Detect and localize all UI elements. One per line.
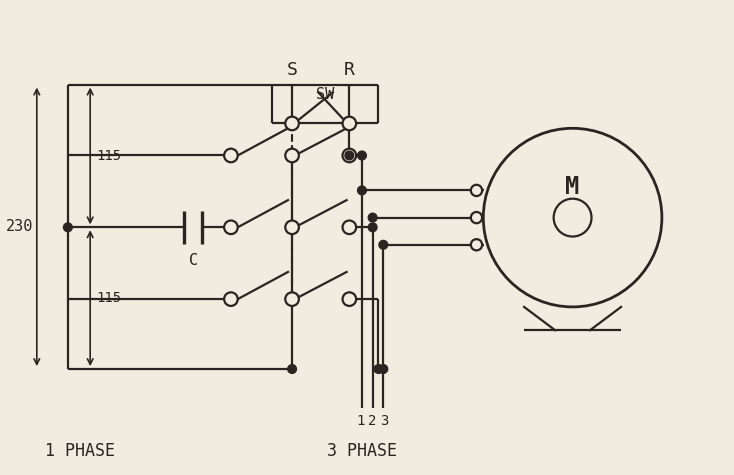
Text: 115: 115 xyxy=(96,149,121,163)
Circle shape xyxy=(553,199,592,237)
Circle shape xyxy=(286,220,299,234)
Circle shape xyxy=(374,365,383,373)
Circle shape xyxy=(379,240,388,249)
Circle shape xyxy=(343,117,356,130)
Circle shape xyxy=(345,151,354,160)
Text: 115: 115 xyxy=(96,291,121,305)
Circle shape xyxy=(286,149,299,162)
Circle shape xyxy=(357,186,366,195)
Circle shape xyxy=(343,220,356,234)
Text: SW: SW xyxy=(316,87,335,102)
Text: 1: 1 xyxy=(357,414,366,428)
Circle shape xyxy=(224,149,238,162)
Circle shape xyxy=(286,117,299,130)
Text: M: M xyxy=(565,174,580,199)
Circle shape xyxy=(471,239,482,250)
Circle shape xyxy=(379,365,388,373)
Circle shape xyxy=(483,128,662,307)
Circle shape xyxy=(286,292,299,306)
Text: 230: 230 xyxy=(6,219,33,234)
Text: C: C xyxy=(189,253,197,267)
Circle shape xyxy=(343,149,356,162)
Circle shape xyxy=(471,185,482,196)
Circle shape xyxy=(288,365,297,373)
Text: 2: 2 xyxy=(368,414,377,428)
Circle shape xyxy=(224,292,238,306)
Text: 3: 3 xyxy=(380,414,388,428)
Circle shape xyxy=(357,151,366,160)
Circle shape xyxy=(224,220,238,234)
Circle shape xyxy=(471,212,482,223)
Text: 1 PHASE: 1 PHASE xyxy=(46,442,115,459)
Text: 3 PHASE: 3 PHASE xyxy=(327,442,397,459)
Text: S: S xyxy=(287,61,297,79)
Circle shape xyxy=(343,292,356,306)
Circle shape xyxy=(368,223,377,232)
Circle shape xyxy=(64,223,72,232)
Text: R: R xyxy=(344,61,355,79)
Circle shape xyxy=(368,213,377,222)
